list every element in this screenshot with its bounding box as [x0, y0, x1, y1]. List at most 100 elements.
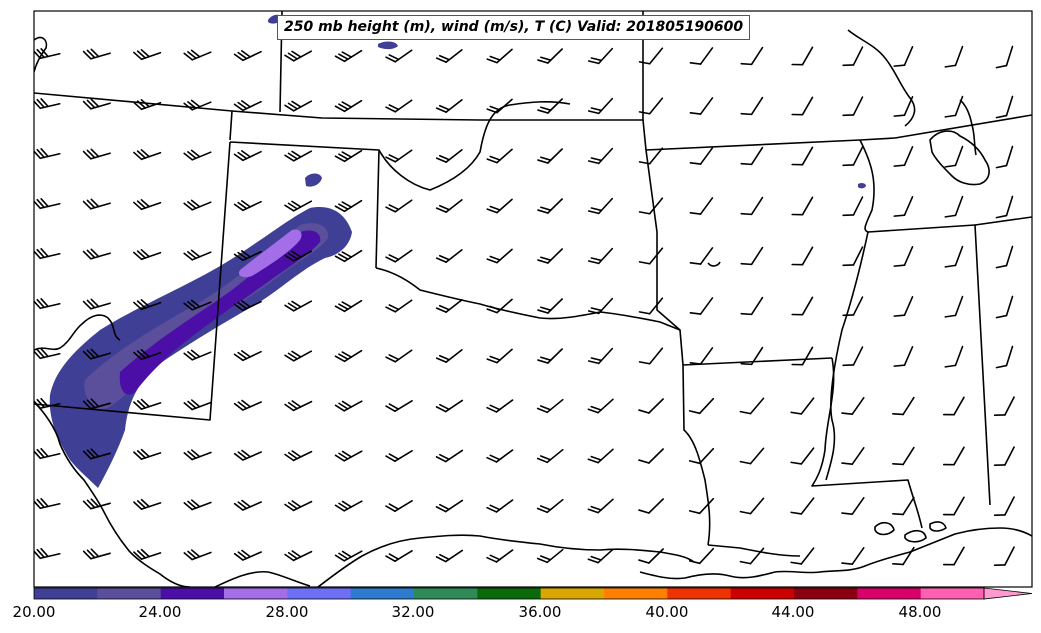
wind-barb	[334, 249, 363, 263]
wind-barb	[334, 299, 363, 313]
wind-barb	[942, 496, 965, 516]
wind-barb	[790, 547, 815, 565]
wind-barb	[183, 249, 212, 261]
wind-barb	[486, 248, 513, 264]
wind-barb	[791, 96, 814, 116]
wind-barb	[284, 250, 313, 262]
wind-barb	[993, 446, 1015, 467]
wind-barb	[82, 198, 111, 210]
wind-barb	[740, 246, 764, 266]
wind-barb	[842, 296, 864, 317]
wind-barb	[893, 96, 914, 117]
wind-barb	[995, 295, 1014, 319]
wind-barb	[893, 246, 914, 267]
wind-barb	[841, 397, 865, 415]
wind-barb	[842, 146, 864, 167]
colorbar-segment	[34, 588, 98, 599]
wind-barb	[893, 46, 914, 67]
wind-barb	[944, 345, 964, 368]
wind-barb	[233, 300, 262, 312]
wind-barb	[385, 500, 413, 512]
wind-barb	[133, 99, 162, 111]
wind-barb	[385, 149, 413, 163]
wind-barb	[284, 50, 313, 62]
wind-barb	[537, 248, 563, 264]
wind-barb	[587, 197, 614, 215]
wind-barb	[740, 46, 764, 66]
colorbar-segment	[540, 588, 605, 599]
wind-barb	[334, 49, 363, 63]
wind-barb	[944, 45, 964, 68]
wind-barb	[385, 99, 413, 113]
wind-barb	[638, 197, 664, 215]
wind-barb	[790, 447, 815, 465]
wind-barb	[638, 448, 664, 464]
wind-barb	[944, 295, 964, 318]
wind-barb	[791, 296, 814, 316]
colorbar-tick-label: 24.00	[138, 603, 182, 621]
wind-barb	[385, 550, 413, 562]
wind-barb	[133, 149, 162, 161]
wind-barb	[688, 497, 715, 515]
wind-barb	[740, 346, 764, 366]
colorbar-tick-label: 36.00	[518, 603, 562, 621]
wind-barb	[993, 496, 1015, 517]
wind-barb	[435, 249, 463, 263]
wind-barb	[638, 297, 664, 315]
wind-barb	[233, 549, 262, 561]
wind-barb	[688, 447, 715, 465]
wind-barb	[537, 348, 563, 364]
wind-barb	[133, 249, 162, 261]
wind-barb	[995, 245, 1014, 269]
wind-barb	[284, 450, 313, 462]
wind-barb	[385, 249, 413, 263]
wind-barb	[435, 349, 463, 363]
wind-barb	[334, 199, 363, 213]
wind-barb	[638, 47, 664, 65]
wind-barb	[892, 396, 915, 416]
wind-barb	[638, 97, 664, 115]
wind-barb	[689, 197, 714, 215]
wind-barb	[739, 497, 765, 515]
wind-barb	[790, 497, 815, 515]
wind-barb	[841, 497, 865, 515]
wind-barb	[435, 199, 463, 213]
colorbar-segment	[794, 588, 858, 599]
wind-barb	[486, 399, 514, 413]
wind-barb	[537, 98, 563, 114]
wind-barb	[537, 48, 563, 64]
colorbar	[33, 587, 1033, 600]
wind-barb	[284, 350, 313, 362]
colorbar-segment	[224, 588, 288, 599]
wind-barb	[284, 100, 313, 112]
wind-barb	[233, 50, 262, 62]
wind-barb	[942, 396, 965, 416]
colorbar-segment	[160, 588, 225, 599]
wind-barb	[183, 199, 212, 211]
wind-barb	[740, 146, 764, 166]
wind-barb	[842, 196, 864, 217]
wind-barb	[740, 196, 764, 216]
wind-barb	[739, 447, 765, 465]
wind-barb	[993, 546, 1015, 567]
wind-barb	[133, 49, 162, 61]
wind-barb	[82, 548, 111, 560]
colorbar-tick-label: 28.00	[265, 603, 309, 621]
wind-barb	[587, 147, 614, 165]
wind-barb	[689, 97, 714, 115]
colorbar-segment	[414, 588, 478, 599]
map-title: 250 mb height (m), wind (m/s), T (C) Val…	[277, 15, 751, 40]
wind-barb	[133, 498, 162, 510]
wind-barb	[587, 448, 614, 464]
wind-barb	[587, 347, 614, 365]
wind-barb	[486, 499, 514, 513]
wind-barb	[183, 449, 212, 461]
wind-barb	[688, 397, 715, 415]
wind-barb	[183, 299, 212, 311]
wind-barb	[995, 95, 1014, 119]
wind-barb	[435, 49, 463, 63]
wind-barb	[740, 296, 764, 316]
wind-barb	[893, 196, 914, 217]
wind-barb	[537, 298, 563, 314]
wind-barb	[942, 546, 965, 566]
